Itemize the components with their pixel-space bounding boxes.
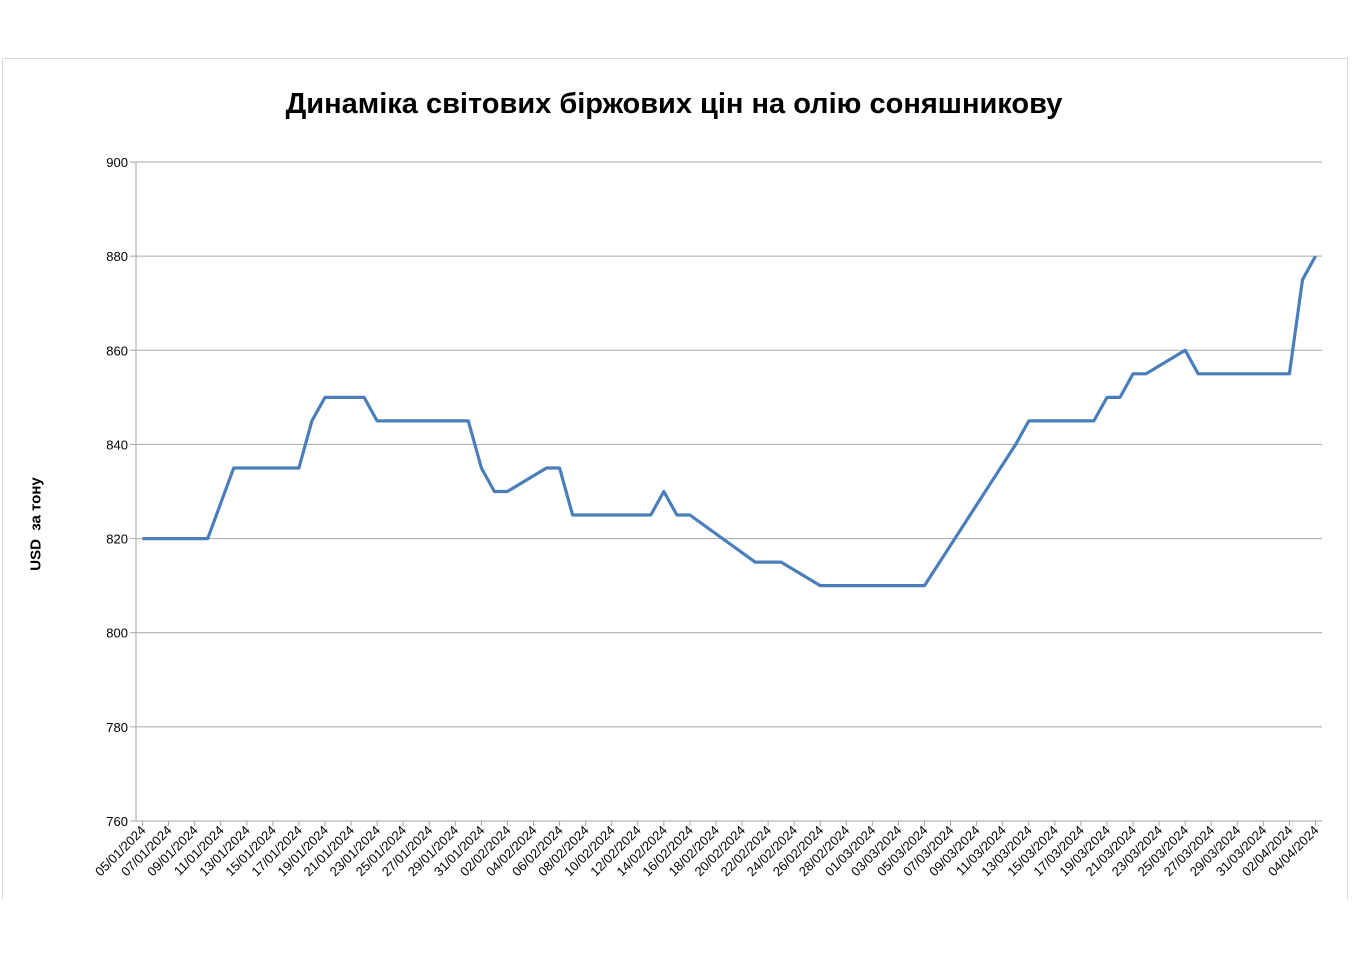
y-tick-label: 860 (106, 343, 128, 358)
price-line (142, 255, 1317, 588)
chart-frame (2, 58, 1348, 900)
y-tick-label: 840 (106, 437, 128, 452)
y-tick-label: 900 (106, 155, 128, 170)
y-tick-label: 880 (106, 249, 128, 264)
y-tick-label: 800 (106, 626, 128, 641)
y-tick-label: 780 (106, 720, 128, 735)
chart-title: Динаміка світових біржових цін на олію с… (285, 88, 1063, 120)
y-tick-label: 820 (106, 532, 128, 547)
y-tick-label: 760 (106, 814, 128, 829)
